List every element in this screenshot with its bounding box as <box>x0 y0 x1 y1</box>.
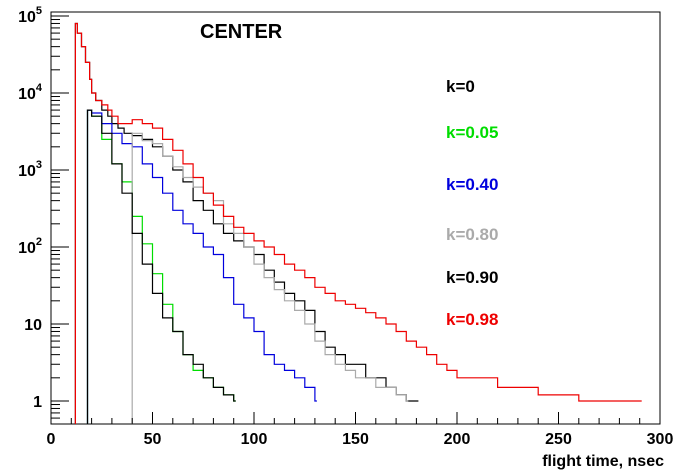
x-tick-label: 0 <box>47 431 56 448</box>
legend-item-3: k=0.80 <box>446 225 498 244</box>
y-tick-label: 1 <box>33 394 42 411</box>
y-axis: 1 10 102 103 104 105 <box>18 5 69 419</box>
y-tick-label: 103 <box>18 159 42 180</box>
series-line-4 <box>86 109 236 424</box>
x-tick-label: 100 <box>241 431 268 448</box>
x-tick-label: 200 <box>444 431 471 448</box>
legend-item-0: k=0 <box>446 77 475 96</box>
legend-item-4: k=0.90 <box>446 268 498 287</box>
x-axis-label: flight time, nsec <box>542 453 664 470</box>
x-tick-label: 150 <box>342 431 369 448</box>
series-line-3 <box>131 132 409 424</box>
x-tick-label: 250 <box>545 431 572 448</box>
series-line-2 <box>86 109 317 424</box>
series-layer <box>74 22 642 424</box>
y-tick-label: 102 <box>18 236 42 257</box>
chart-title: CENTER <box>200 21 283 43</box>
legend-item-1: k=0.05 <box>446 123 498 142</box>
x-tick-label: 50 <box>144 431 162 448</box>
y-tick-label: 104 <box>18 82 43 103</box>
legend-item-5: k=0.98 <box>446 310 498 329</box>
legend-item-2: k=0.40 <box>446 175 498 194</box>
x-tick-label: 300 <box>647 431 674 448</box>
plot-frame <box>50 11 661 425</box>
y-tick-label: 10 <box>24 317 42 334</box>
legend: k=0 k=0.05 k=0.40 k=0.80 k=0.90 k=0.98 <box>446 77 498 329</box>
x-axis: 0 50 100 150 200 250 300 <box>47 412 674 448</box>
series-line-5 <box>74 22 642 424</box>
y-tick-label: 105 <box>18 5 42 26</box>
